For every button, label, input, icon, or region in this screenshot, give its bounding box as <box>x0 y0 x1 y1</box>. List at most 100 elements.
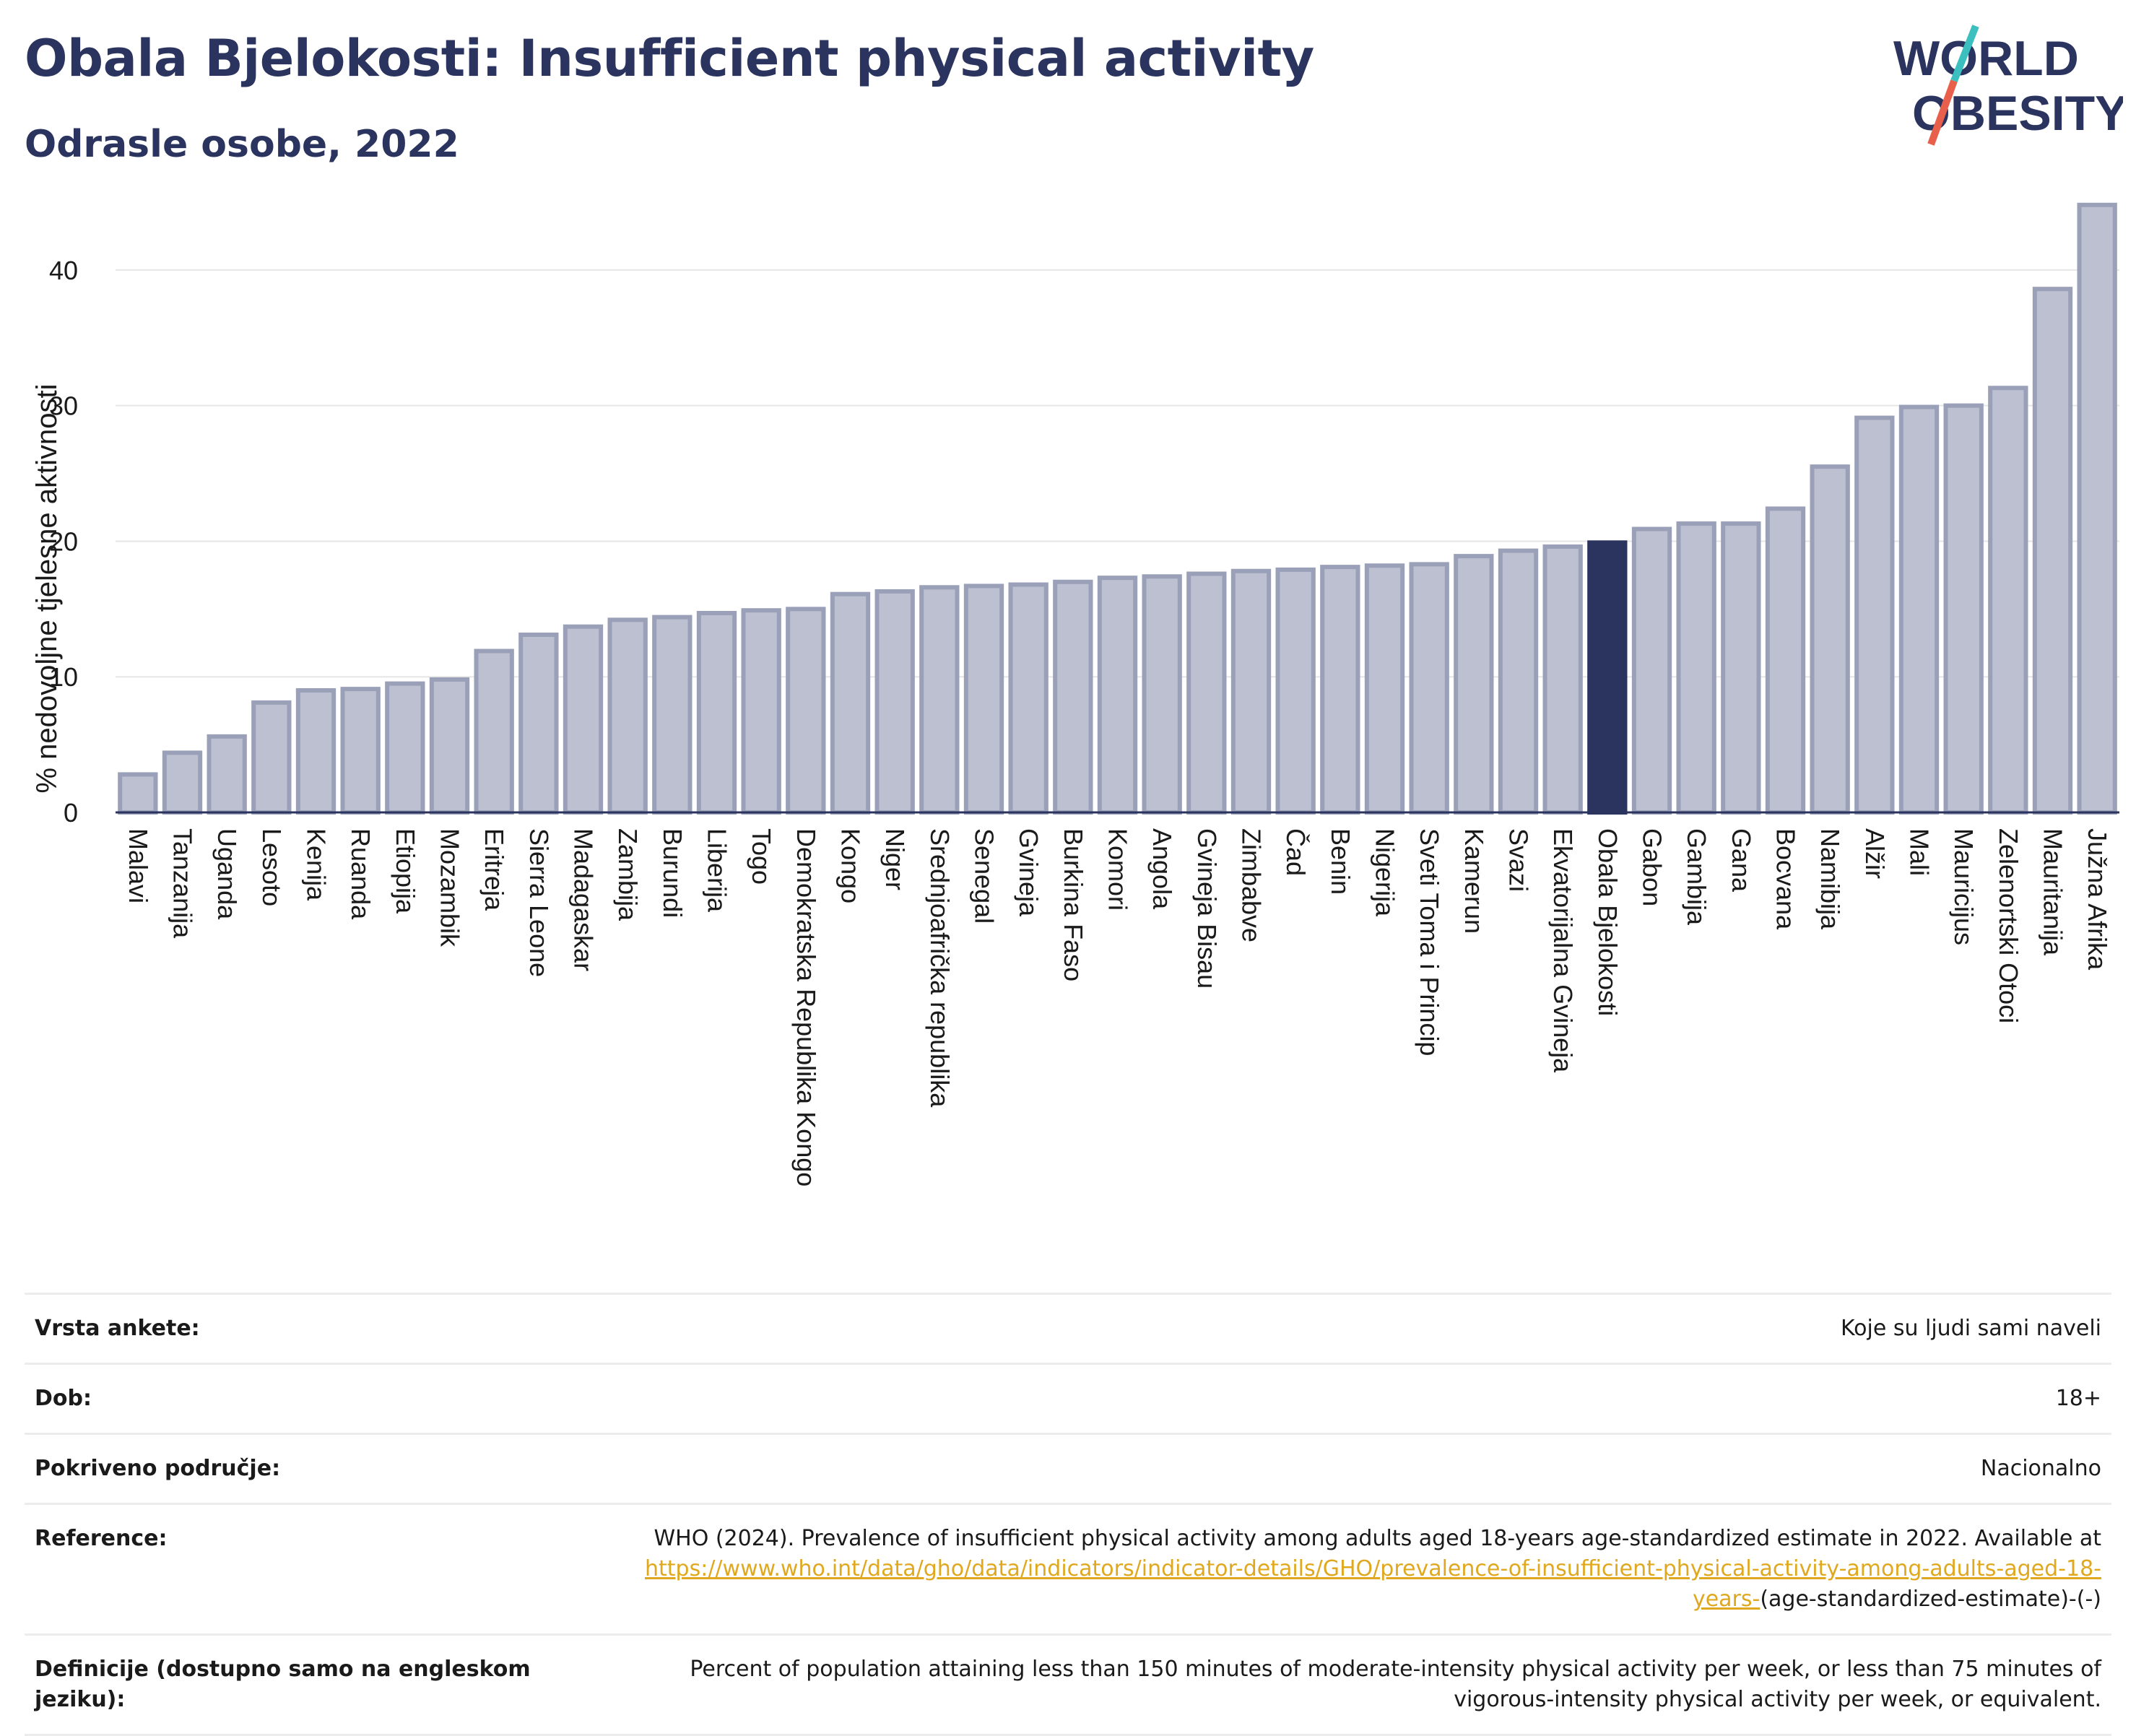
bar[interactable] <box>1676 521 1716 815</box>
bar[interactable] <box>1320 565 1360 815</box>
bar[interactable] <box>251 700 292 815</box>
age-label: Dob: <box>35 1386 92 1411</box>
bar[interactable] <box>1810 464 1850 815</box>
bar[interactable] <box>162 750 203 815</box>
x-tick-label: Burkina Faso <box>1059 828 1088 981</box>
bar[interactable] <box>607 617 648 815</box>
bar[interactable] <box>963 583 1004 815</box>
bar[interactable] <box>1008 582 1049 815</box>
x-tick-label: Obala Bjelokosti <box>1593 828 1623 1016</box>
x-tick-label: Gana <box>1727 828 1756 893</box>
reference-label: Reference: <box>35 1526 168 1551</box>
bar[interactable] <box>1587 540 1628 815</box>
x-tick-label: Mauritanija <box>2039 828 2068 956</box>
x-tick-label: Togo <box>747 828 776 885</box>
bar[interactable] <box>1498 548 1539 815</box>
bar[interactable] <box>786 607 826 815</box>
bar[interactable] <box>1142 574 1182 815</box>
bar[interactable] <box>295 688 337 815</box>
x-tick-label: Niger <box>880 828 910 890</box>
reference-text: WHO (2024). Prevalence of insufficient p… <box>654 1526 2101 1551</box>
bar[interactable] <box>474 648 514 815</box>
x-tick-label: Južna Afrika <box>2083 828 2112 971</box>
x-tick-label: Demokratska Republika Kongo <box>791 828 821 1186</box>
bar[interactable] <box>2032 287 2073 815</box>
x-tick-label: Malavi <box>123 828 153 903</box>
x-tick-label: Bocvana <box>1771 828 1801 930</box>
bar[interactable] <box>919 585 960 815</box>
y-tick-label: 10 <box>49 662 78 692</box>
bar[interactable] <box>1186 571 1227 815</box>
x-tick-label: Alžir <box>1860 828 1890 879</box>
bar[interactable] <box>741 608 781 815</box>
bar[interactable] <box>696 610 737 815</box>
bar[interactable] <box>2077 202 2117 815</box>
x-tick-label: Kenija <box>302 828 331 901</box>
info-row-reference: Reference: WHO (2024). Prevalence of ins… <box>25 1503 2111 1633</box>
x-tick-label: Gambija <box>1682 828 1711 926</box>
bar[interactable] <box>1097 576 1138 815</box>
logo-slash-teal <box>1950 25 1979 82</box>
bar[interactable] <box>563 624 604 815</box>
bar[interactable] <box>1364 563 1405 815</box>
x-tick-label: Madagaskar <box>569 828 599 971</box>
x-tick-label: Gvineja Bisau <box>1192 828 1222 989</box>
coverage-value: Nacionalno <box>1980 1456 2101 1481</box>
bar[interactable] <box>1631 526 1672 815</box>
bar[interactable] <box>340 687 381 815</box>
x-tick-label: Nigerija <box>1371 828 1400 917</box>
bar[interactable] <box>1275 567 1316 815</box>
info-row-age: Dob: 18+ <box>25 1363 2111 1433</box>
bar[interactable] <box>518 633 559 815</box>
reference-link[interactable]: https://www.who.int/data/gho/data/indica… <box>645 1556 2101 1612</box>
reference-suffix: (age-standardized-estimate)-(-) <box>1760 1587 2101 1612</box>
page-subtitle: Odrasle osobe, 2022 <box>25 123 459 166</box>
bar[interactable] <box>1943 403 1984 815</box>
world-obesity-logo: WORLD OBESITY <box>1877 16 2128 153</box>
bar[interactable] <box>1542 544 1583 815</box>
x-tick-label: Mauricijus <box>1949 828 1979 945</box>
logo-slash-red <box>1927 79 1958 146</box>
info-table: Vrsta ankete: Koje su ljudi sami naveli … <box>25 1293 2111 1736</box>
x-tick-label: Etiopija <box>391 828 420 914</box>
x-tick-label: Čad <box>1281 828 1311 876</box>
logo-line1: WORLD <box>1893 31 2079 86</box>
age-value: 18+ <box>2055 1386 2101 1411</box>
bar[interactable] <box>1454 554 1494 815</box>
bar[interactable] <box>830 591 871 815</box>
bar[interactable] <box>207 734 247 815</box>
info-row-definition: Definicije (dostupno samo na engleskom j… <box>25 1633 2111 1736</box>
bar[interactable] <box>1409 562 1449 815</box>
bar[interactable] <box>1898 404 1940 815</box>
bar[interactable] <box>874 589 915 815</box>
info-row-survey-type: Vrsta ankete: Koje su ljudi sami naveli <box>25 1293 2111 1363</box>
x-tick-label: Srednjoafrička republika <box>925 828 955 1108</box>
x-tick-label: Svazi <box>1504 828 1534 892</box>
page-title: Obala Bjelokosti: Insufficient physical … <box>25 29 1314 88</box>
x-tick-label: Kongo <box>836 828 866 903</box>
x-tick-label: Mali <box>1905 828 1935 876</box>
y-tick-label: 0 <box>64 798 78 828</box>
definition-value: Percent of population attaining less tha… <box>690 1657 2101 1712</box>
bar[interactable] <box>1854 415 1895 815</box>
x-tick-label: Angola <box>1147 828 1177 910</box>
y-tick-label: 30 <box>49 391 78 421</box>
x-tick-label: Gvineja <box>1014 828 1043 917</box>
x-tick-label: Komori <box>1103 828 1133 911</box>
bar[interactable] <box>429 677 470 815</box>
x-tick-label: Sveti Toma i Princip <box>1415 828 1444 1056</box>
x-tick-label: Zimbabve <box>1237 828 1267 942</box>
bar[interactable] <box>1230 568 1272 815</box>
bar[interactable] <box>1053 579 1093 815</box>
survey-type-value: Koje su ljudi sami naveli <box>1840 1316 2101 1341</box>
bar[interactable] <box>1721 521 1761 815</box>
bars <box>118 202 2117 815</box>
bar[interactable] <box>118 772 158 815</box>
x-tick-label: Uganda <box>212 828 242 920</box>
bar[interactable] <box>385 681 425 815</box>
x-tick-label: Eritreja <box>479 828 509 911</box>
bar[interactable] <box>1988 386 2028 815</box>
bar[interactable] <box>652 615 693 815</box>
bar[interactable] <box>1765 506 1806 815</box>
x-tick-label: Tanzanija <box>168 828 198 939</box>
